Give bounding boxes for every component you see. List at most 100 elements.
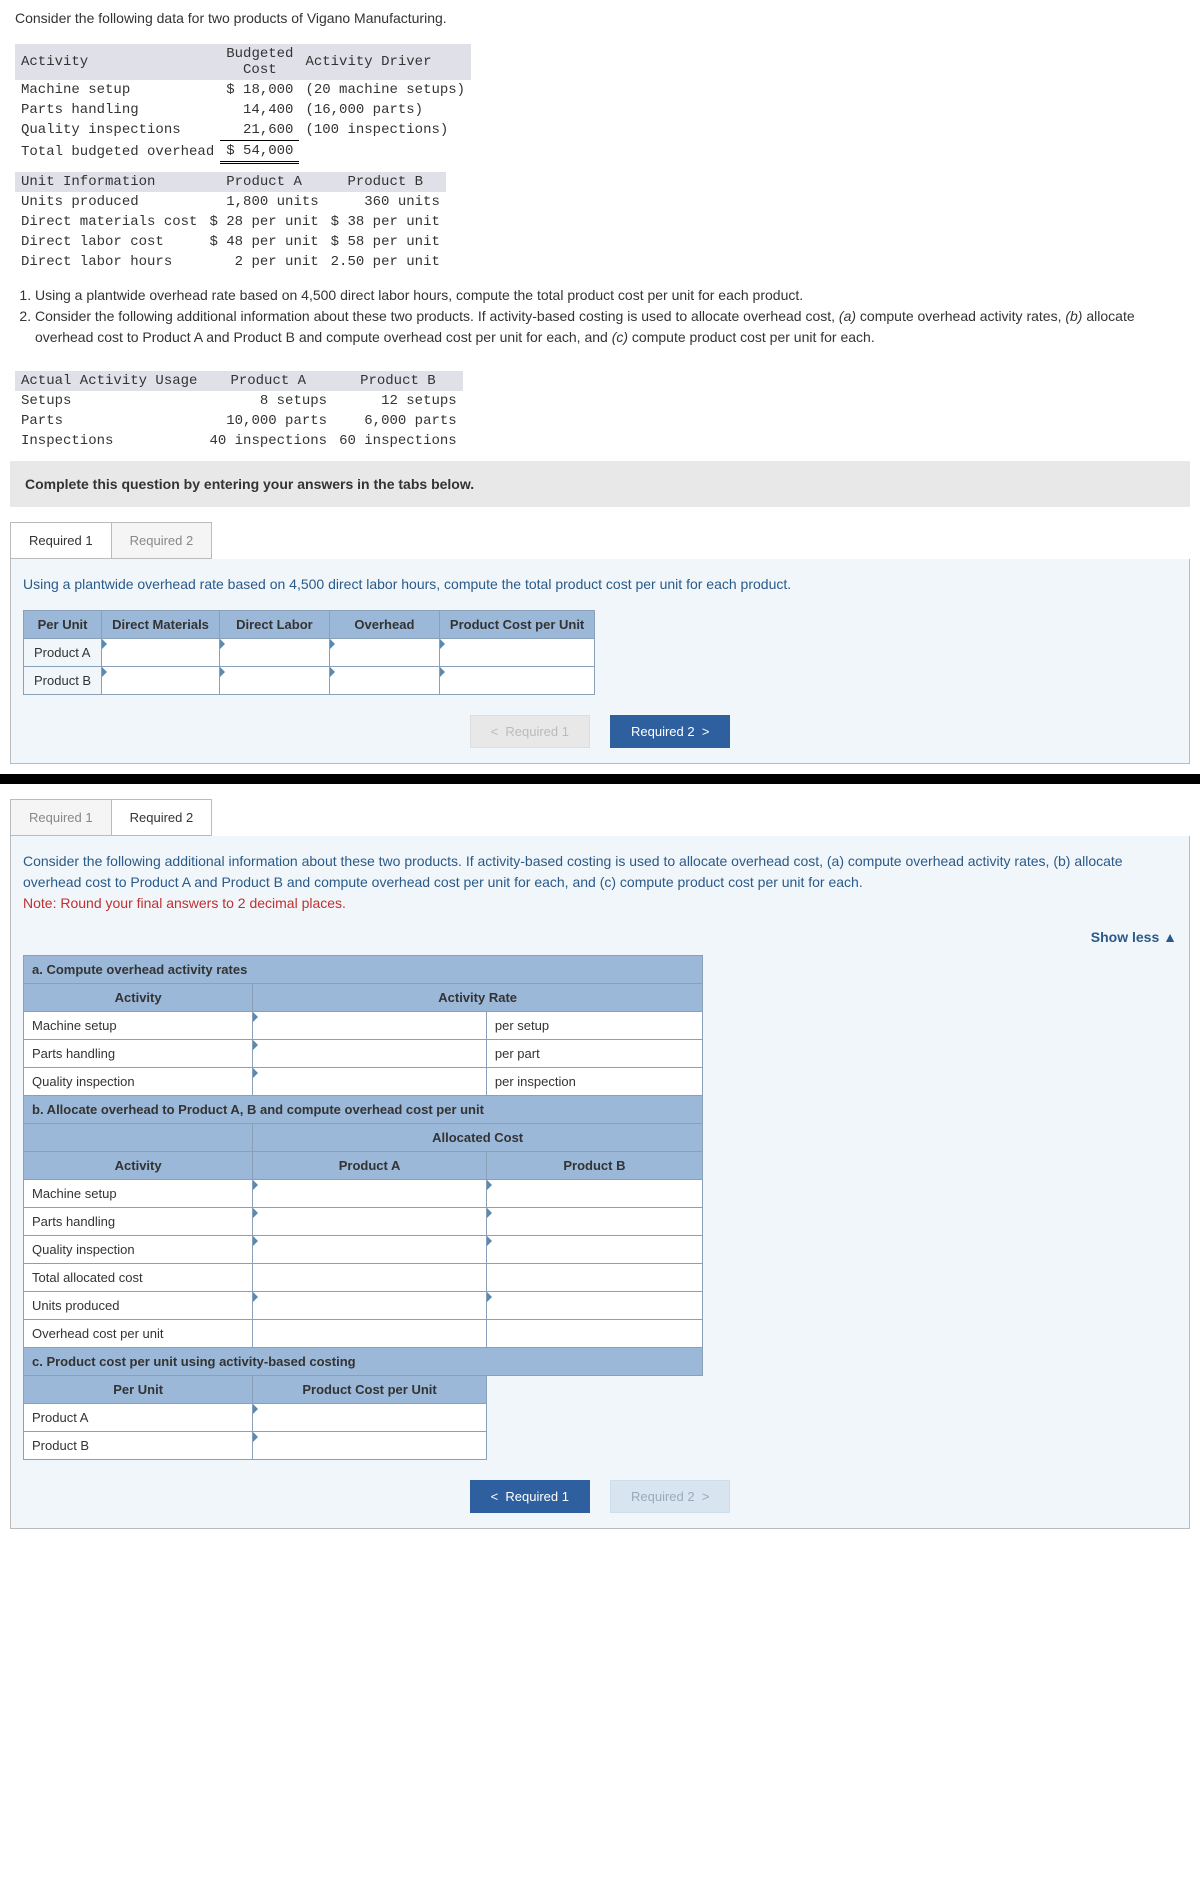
row-val-a: $ 28 per unit	[203, 212, 324, 232]
show-less-link[interactable]: Show less ▲	[23, 929, 1177, 945]
input-units-a[interactable]	[253, 1292, 487, 1320]
per-label: per setup	[486, 1012, 702, 1040]
req1-answer-table: Per Unit Direct Materials Direct Labor O…	[23, 610, 595, 695]
input-cost-b[interactable]	[253, 1432, 487, 1460]
col-product-b: Product B	[486, 1152, 702, 1180]
input-alloc-a[interactable]	[253, 1236, 487, 1264]
section-separator	[0, 774, 1200, 784]
row-val-a: 8 setups	[203, 391, 333, 411]
col-activity: Activity	[24, 1152, 253, 1180]
row-val-a: 1,800 units	[203, 192, 324, 212]
q1: Using a plantwide overhead rate based on…	[35, 285, 1185, 306]
header-product-b: Product B	[325, 172, 446, 192]
question-list: Using a plantwide overhead rate based on…	[0, 280, 1200, 363]
header-product-a: Product A	[203, 172, 324, 192]
tab-required-1[interactable]: Required 1	[10, 522, 112, 559]
input-alloc-b[interactable]	[486, 1236, 702, 1264]
header-activity: Activity	[15, 44, 220, 80]
input-a-dm[interactable]	[102, 639, 220, 667]
col-activity-rate: Activity Rate	[253, 984, 703, 1012]
col-dm: Direct Materials	[102, 611, 220, 639]
row-total-allocated: Total allocated cost	[24, 1264, 253, 1292]
col-per-unit: Per Unit	[24, 611, 102, 639]
cell-ohpu-b	[486, 1320, 702, 1348]
nav-prev-button[interactable]: < Required 1	[470, 1480, 590, 1513]
row-driver: (16,000 parts)	[299, 100, 471, 120]
cell-ohpu-a	[253, 1320, 487, 1348]
per-label: per part	[486, 1040, 702, 1068]
nav-next-button: Required 2 >	[610, 1480, 730, 1513]
req2-answer-table: a. Compute overhead activity rates Activ…	[23, 955, 703, 1460]
row-cost: $ 18,000	[220, 80, 299, 100]
input-a-oh[interactable]	[329, 639, 439, 667]
row-driver: (20 machine setups)	[299, 80, 471, 100]
header-driver: Activity Driver	[299, 44, 471, 80]
allocated-cost-header: Allocated Cost	[253, 1124, 703, 1152]
intro-text: Consider the following data for two prod…	[0, 0, 1200, 36]
input-b-pc[interactable]	[439, 667, 594, 695]
input-cost-a[interactable]	[253, 1404, 487, 1432]
input-b-dm[interactable]	[102, 667, 220, 695]
row-activity: Machine setup	[15, 80, 220, 100]
header-unit-info: Unit Information	[15, 172, 203, 192]
actual-usage-table: Actual Activity Usage Product A Product …	[15, 371, 463, 451]
col-oh: Overhead	[329, 611, 439, 639]
col-pc: Product Cost per Unit	[439, 611, 594, 639]
input-b-oh[interactable]	[329, 667, 439, 695]
row-driver: (100 inspections)	[299, 120, 471, 141]
input-rate-inspection[interactable]	[253, 1068, 487, 1096]
q2: Consider the following additional inform…	[35, 306, 1185, 348]
input-alloc-b[interactable]	[486, 1180, 702, 1208]
row-label: Direct labor hours	[15, 252, 203, 272]
row-val-b: 60 inspections	[333, 431, 463, 451]
row-parts-handling: Parts handling	[24, 1040, 253, 1068]
row-val-a: 40 inspections	[203, 431, 333, 451]
nav-prev-button: < Required 1	[470, 715, 590, 748]
input-alloc-a[interactable]	[253, 1180, 487, 1208]
col-dl: Direct Labor	[219, 611, 329, 639]
row-label: Units produced	[15, 192, 203, 212]
row-label: Setups	[15, 391, 203, 411]
row-product-a: Product A	[24, 1404, 253, 1432]
req2-instruction: Consider the following additional inform…	[23, 851, 1177, 914]
row-machine-setup: Machine setup	[24, 1180, 253, 1208]
input-a-pc[interactable]	[439, 639, 594, 667]
input-a-dl[interactable]	[219, 639, 329, 667]
col-product-a: Product A	[253, 1152, 487, 1180]
row-val-b: 360 units	[325, 192, 446, 212]
row-cost: 21,600	[220, 120, 299, 141]
tab-required-1[interactable]: Required 1	[10, 799, 112, 836]
row-val-b: $ 58 per unit	[325, 232, 446, 252]
total-label: Total budgeted overhead	[15, 141, 220, 163]
row-units-produced: Units produced	[24, 1292, 253, 1320]
input-units-b[interactable]	[486, 1292, 702, 1320]
row-activity: Parts handling	[15, 100, 220, 120]
input-alloc-b[interactable]	[486, 1208, 702, 1236]
row-label: Parts	[15, 411, 203, 431]
col-per-unit: Per Unit	[24, 1376, 253, 1404]
row-product-b: Product B	[24, 1432, 253, 1460]
section-c-title: c. Product cost per unit using activity-…	[24, 1348, 703, 1376]
nav-next-button[interactable]: Required 2 >	[610, 715, 730, 748]
tab-required-2[interactable]: Required 2	[112, 799, 213, 836]
section-a-title: a. Compute overhead activity rates	[24, 956, 703, 984]
row-quality-inspection: Quality inspection	[24, 1236, 253, 1264]
instruction-box: Complete this question by entering your …	[10, 461, 1190, 507]
row-val-a: 2 per unit	[203, 252, 324, 272]
row-val-a: 10,000 parts	[203, 411, 333, 431]
row-val-b: 12 setups	[333, 391, 463, 411]
header-cost: BudgetedCost	[220, 44, 299, 80]
req1-instruction: Using a plantwide overhead rate based on…	[23, 574, 1177, 595]
per-label: per inspection	[486, 1068, 702, 1096]
row-label: Inspections	[15, 431, 203, 451]
input-b-dl[interactable]	[219, 667, 329, 695]
row-machine-setup: Machine setup	[24, 1012, 253, 1040]
input-rate-parts[interactable]	[253, 1040, 487, 1068]
total-cost: $ 54,000	[220, 141, 299, 163]
input-alloc-a[interactable]	[253, 1208, 487, 1236]
row-val-b: 6,000 parts	[333, 411, 463, 431]
tab-required-2[interactable]: Required 2	[112, 522, 213, 559]
row-product-a: Product A	[24, 639, 102, 667]
header-product-b: Product B	[333, 371, 463, 391]
input-rate-setup[interactable]	[253, 1012, 487, 1040]
